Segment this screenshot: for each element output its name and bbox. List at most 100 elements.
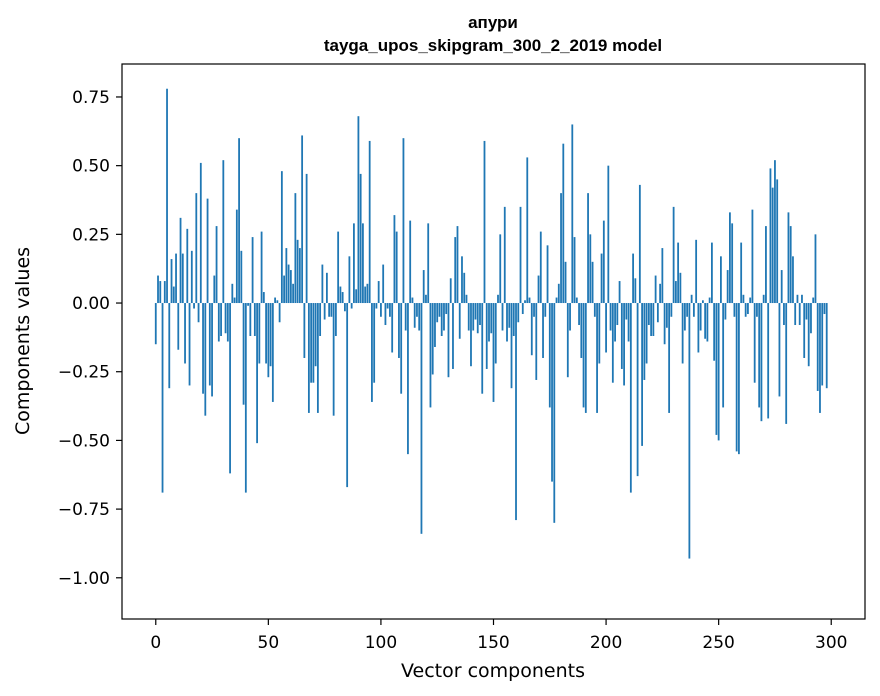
bar — [294, 193, 297, 304]
bar — [825, 303, 828, 389]
bar — [575, 297, 578, 304]
bar — [188, 303, 191, 386]
bar — [562, 143, 565, 304]
bar — [760, 303, 763, 422]
bar — [364, 286, 367, 304]
bar — [704, 303, 707, 339]
bar — [600, 253, 603, 304]
bar — [587, 193, 589, 304]
bar — [404, 303, 407, 331]
bar — [154, 303, 157, 345]
bar — [355, 289, 358, 304]
bar — [301, 135, 304, 304]
x-tick-label: 100 — [365, 633, 397, 653]
bar — [629, 303, 632, 493]
bar — [751, 209, 754, 304]
bar — [449, 278, 452, 304]
bar — [515, 303, 517, 521]
bar — [170, 259, 173, 304]
bar — [350, 303, 353, 309]
bar — [443, 303, 445, 331]
bar — [537, 275, 540, 304]
bar — [758, 303, 761, 408]
bar — [783, 303, 785, 326]
bar — [231, 283, 234, 304]
bar — [526, 157, 529, 304]
bar — [546, 245, 549, 304]
bar — [283, 275, 286, 304]
bar — [553, 303, 556, 523]
chart-subtitle: tayga_upos_skipgram_300_2_2019 model — [324, 36, 662, 55]
bar — [555, 297, 558, 304]
bar — [634, 278, 637, 304]
bar — [618, 281, 621, 304]
bar — [233, 297, 236, 304]
bar — [305, 173, 308, 304]
bar — [422, 270, 425, 304]
bar — [431, 303, 434, 375]
bar — [461, 256, 463, 304]
bar — [249, 303, 252, 336]
bar — [346, 303, 349, 488]
bar — [334, 303, 337, 336]
bar — [805, 303, 808, 320]
bar — [674, 281, 677, 304]
bar — [533, 303, 535, 317]
y-tick-label: −0.50 — [58, 431, 110, 451]
bar — [632, 253, 634, 304]
bar — [740, 242, 743, 304]
bar — [643, 303, 646, 380]
bar — [654, 275, 657, 304]
bar — [535, 303, 538, 380]
bar — [166, 88, 168, 304]
bar — [220, 303, 222, 336]
bar — [157, 275, 159, 304]
bar — [416, 303, 418, 317]
bar — [413, 303, 416, 328]
bar — [447, 303, 450, 378]
y-axis-label: Components values — [12, 247, 34, 435]
bar — [274, 297, 276, 304]
bar — [519, 206, 522, 304]
bar — [701, 300, 704, 304]
bar — [677, 242, 680, 304]
bar — [337, 231, 340, 304]
bar — [663, 303, 666, 345]
bar — [359, 173, 362, 304]
bar — [774, 160, 776, 304]
bar — [348, 256, 351, 304]
bar — [226, 303, 229, 342]
bar — [720, 256, 722, 304]
bar — [499, 234, 502, 304]
bar — [168, 303, 171, 389]
bar — [319, 303, 322, 336]
bar — [690, 294, 693, 304]
bar — [697, 303, 700, 353]
bar — [371, 303, 373, 402]
bar — [440, 303, 443, 336]
bar — [488, 303, 490, 342]
bar — [735, 303, 738, 452]
bar — [749, 297, 752, 304]
bar — [402, 138, 405, 304]
bar — [215, 226, 218, 304]
bar — [409, 220, 412, 304]
bar — [235, 209, 238, 304]
bar — [641, 303, 643, 446]
bar — [596, 303, 598, 413]
bar — [726, 270, 729, 304]
bar — [323, 303, 326, 320]
bar — [539, 231, 542, 304]
bar — [794, 303, 797, 326]
bar — [542, 303, 544, 358]
bar — [821, 303, 824, 386]
bar — [560, 193, 562, 304]
bar — [465, 294, 468, 304]
bar — [463, 272, 466, 304]
bar — [161, 303, 164, 493]
bar — [762, 294, 765, 304]
bar — [429, 303, 432, 408]
bar — [204, 303, 207, 416]
bar — [638, 184, 641, 304]
bar — [307, 303, 310, 413]
